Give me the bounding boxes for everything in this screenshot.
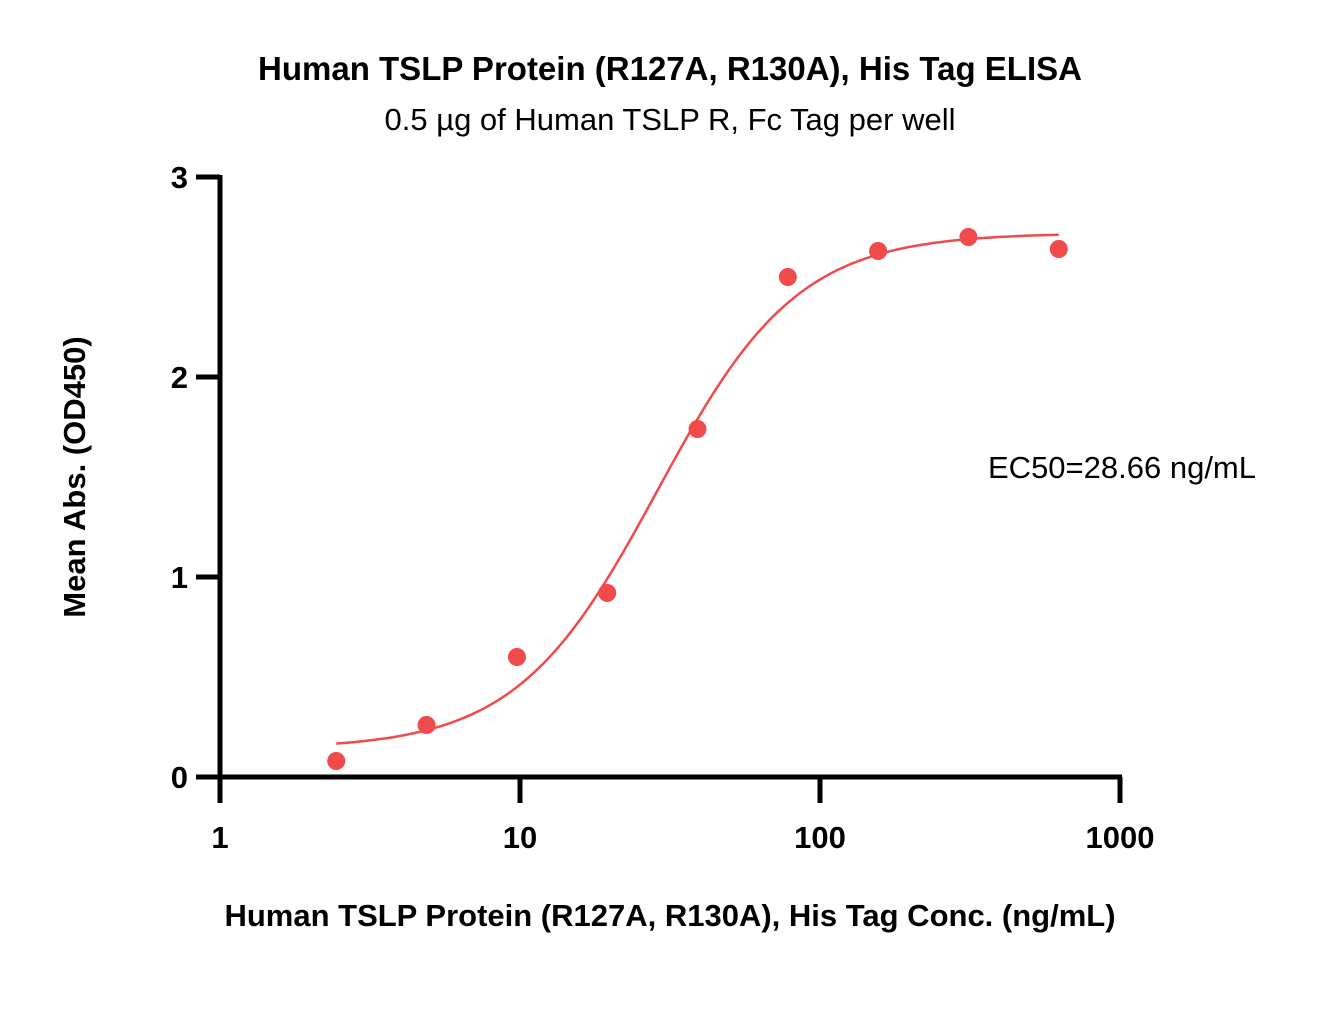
y-tick-label: 1	[171, 560, 188, 595]
y-tick-label: 2	[171, 360, 188, 395]
y-axis-label: Mean Abs. (OD450)	[57, 336, 92, 617]
data-point	[1049, 240, 1068, 258]
y-ticks: 0 1 2 3	[171, 160, 220, 795]
chart-subtitle: 0.5 µg of Human TSLP R, Fc Tag per well	[385, 102, 956, 137]
data-point	[869, 242, 888, 260]
ec50-annotation: EC50=28.66 ng/mL	[988, 450, 1256, 485]
chart-title: Human TSLP Protein (R127A, R130A), His T…	[258, 50, 1082, 87]
x-tick-label: 1000	[1086, 820, 1155, 855]
x-tick-label: 10	[503, 820, 537, 855]
data-point	[417, 716, 436, 734]
y-tick-label: 0	[171, 760, 188, 795]
data-point	[598, 584, 617, 602]
data-point	[959, 228, 978, 246]
data-point	[688, 420, 707, 438]
x-tick-label: 100	[794, 820, 846, 855]
data-point	[327, 752, 346, 770]
data-point	[507, 648, 526, 666]
x-ticks: 1 10 100 1000	[211, 777, 1154, 855]
x-tick-label: 1	[211, 820, 228, 855]
y-tick-label: 3	[171, 160, 188, 195]
data-points	[327, 228, 1068, 770]
axes	[217, 175, 1122, 800]
fit-curve	[336, 233, 1059, 745]
data-point	[778, 268, 797, 286]
x-axis-label: Human TSLP Protein (R127A, R130A), His T…	[224, 898, 1115, 933]
